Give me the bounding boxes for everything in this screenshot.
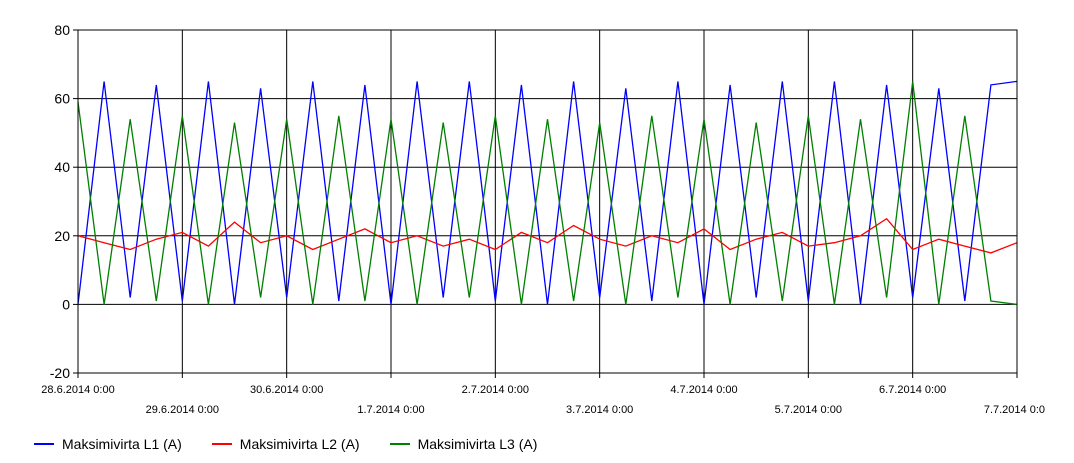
x-tick-label: 28.6.2014 0:00	[41, 384, 114, 396]
x-tick-label: 2.7.2014 0:00	[462, 384, 529, 396]
x-tick-label: 1.7.2014 0:00	[357, 404, 424, 416]
x-tick-label: 29.6.2014 0:00	[146, 404, 219, 416]
series-line-l2	[77, 217, 1018, 254]
legend-swatch-l3	[389, 443, 410, 445]
y-tick-label: 80	[54, 22, 70, 38]
legend: Maksimivirta L1 (A) Maksimivirta L2 (A) …	[34, 436, 567, 452]
y-tick-label: -20	[50, 365, 70, 381]
legend-item-l3: Maksimivirta L3 (A)	[389, 436, 538, 452]
x-tick-label: 4.7.2014 0:00	[670, 384, 737, 396]
legend-item-l1: Maksimivirta L1 (A)	[34, 436, 182, 452]
x-tick-label: 5.7.2014 0:00	[775, 404, 842, 416]
series-line-l1	[77, 80, 1018, 305]
series-lines	[77, 80, 1018, 306]
y-tick-label: 0	[62, 296, 70, 312]
y-tick-label: 60	[54, 91, 70, 107]
plot-frame	[77, 29, 1018, 374]
legend-swatch-l1	[34, 443, 54, 445]
legend-label-l2: Maksimivirta L2 (A)	[239, 436, 360, 452]
legend-label-l1: Maksimivirta L1 (A)	[62, 436, 182, 452]
y-tick-label: 40	[54, 159, 70, 175]
series-line-l3	[77, 81, 1018, 306]
legend-item-l2: Maksimivirta L2 (A)	[211, 436, 360, 452]
legend-swatch-l2	[211, 443, 232, 445]
x-tick-label: 7.7.2014 0:0	[984, 404, 1045, 416]
grid	[78, 30, 1017, 373]
x-tick-label: 3.7.2014 0:00	[566, 404, 633, 416]
legend-label-l3: Maksimivirta L3 (A)	[417, 436, 538, 452]
y-tick-label: 20	[54, 228, 70, 244]
x-tick-label: 6.7.2014 0:00	[879, 384, 946, 396]
axes: -20 0 20 40 60 80 28.6.2014 0:00 30.6.2014 0:00…	[41, 22, 1045, 416]
x-tick-label: 30.6.2014 0:00	[250, 384, 323, 396]
